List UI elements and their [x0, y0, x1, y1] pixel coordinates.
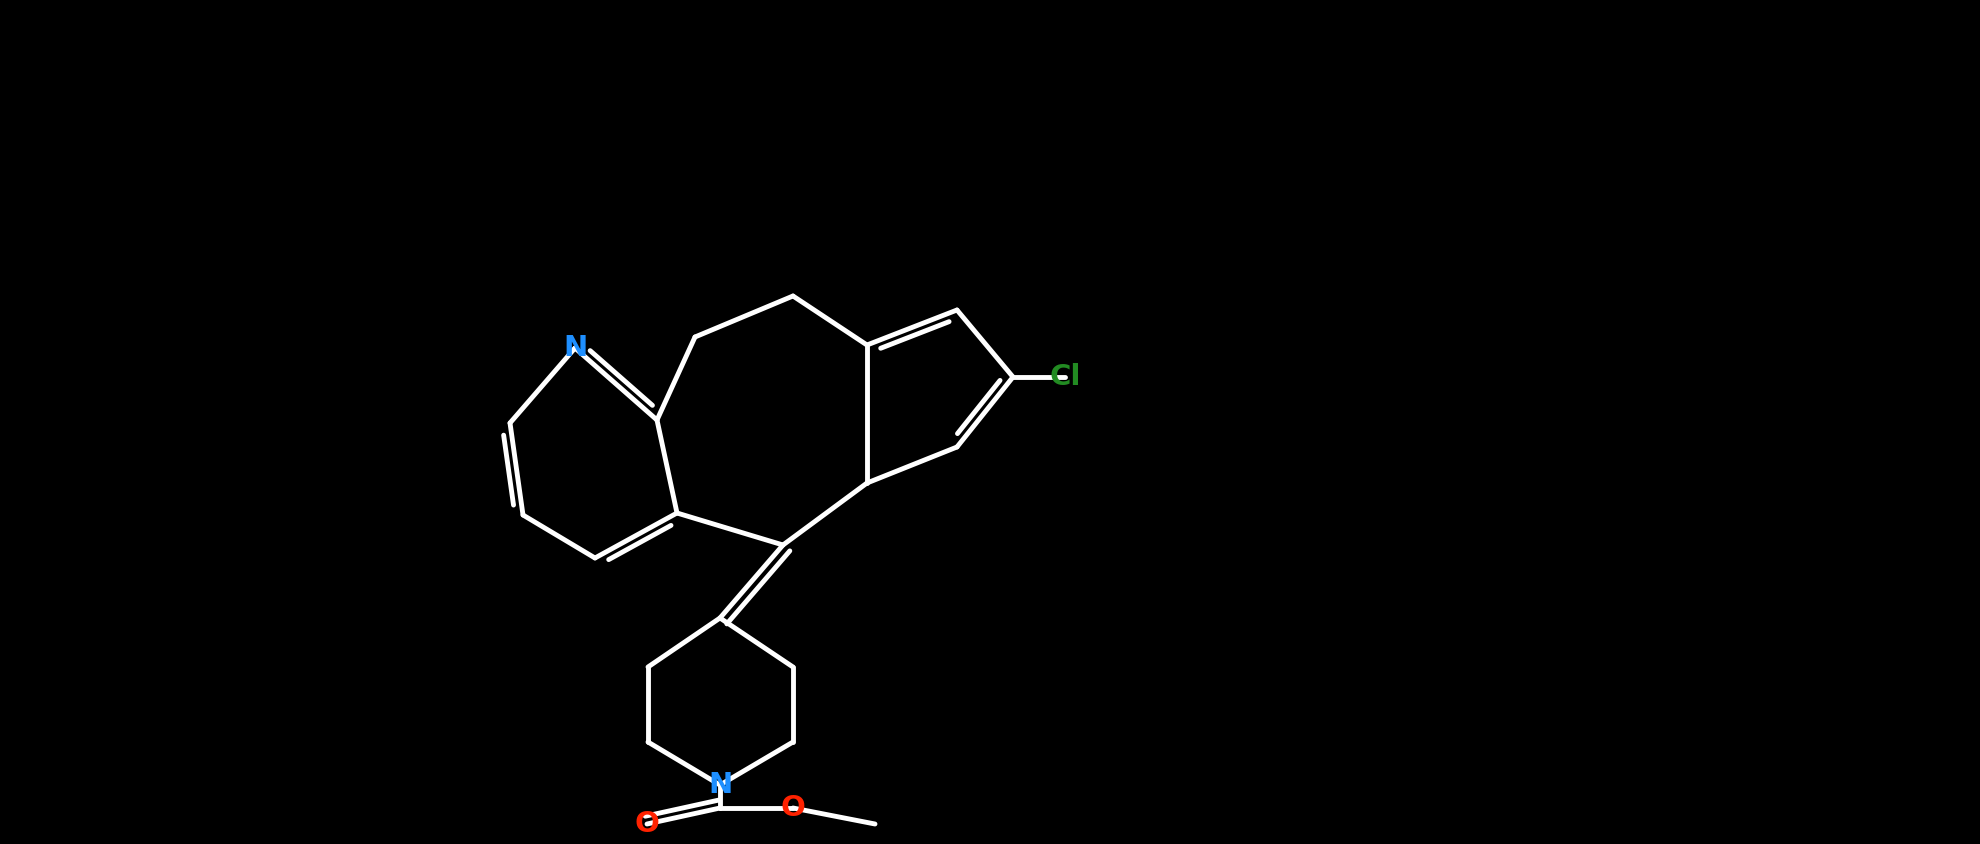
Text: O: O	[634, 810, 659, 838]
Text: N: N	[709, 771, 733, 799]
Text: O: O	[780, 794, 806, 822]
Text: N: N	[562, 334, 588, 362]
Text: Cl: Cl	[1049, 363, 1081, 391]
